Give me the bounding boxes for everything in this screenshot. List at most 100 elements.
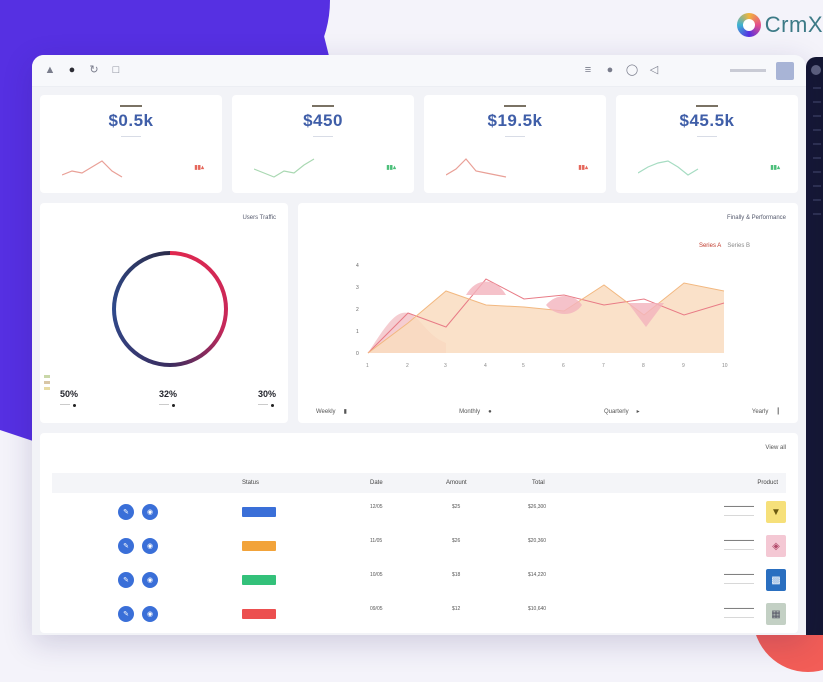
bell-icon[interactable]: ▲ [44, 64, 56, 76]
total-cell: $14,220 [528, 572, 547, 578]
stat-value: $45.5k [679, 111, 735, 130]
area-chart[interactable]: 0 1 2 3 4 1 2 3 4 5 [346, 255, 766, 385]
total-cell: $26,300 [528, 504, 547, 510]
stat-cards: $0.5k ———— ▮▮▴ $450 ———— ▮▮▴ $19.5k ————… [32, 87, 806, 193]
footer-stat[interactable]: Weekly ▮ [316, 408, 347, 416]
y-tick: 2 [356, 307, 359, 313]
stat-card[interactable]: $19.5k ———— ▮▮▴ [424, 95, 606, 193]
column-header[interactable]: Date [370, 480, 383, 486]
sidebar-item[interactable] [813, 157, 821, 159]
view-icon[interactable]: ◉ [142, 572, 158, 588]
legend-item: 30% —— [258, 389, 276, 408]
window-icon[interactable]: □ [112, 64, 120, 76]
brand: CrmX [736, 12, 823, 38]
top-bar: ▲ ● ↻ □ ≡ ● ◯ ◁ [32, 55, 806, 87]
x-tick: 6 [562, 363, 565, 369]
column-header[interactable]: Total [532, 480, 545, 486]
donut-chart[interactable] [112, 251, 228, 367]
trend-indicator: ▮▮▴ [194, 165, 204, 171]
x-tick: 3 [444, 363, 447, 369]
amount-cell: $18 [452, 572, 461, 578]
legend-label: —— [60, 402, 78, 408]
legend-series-a[interactable]: Series A [698, 243, 722, 249]
date-cell: 11/05 [370, 538, 383, 544]
user-profile-icon[interactable]: ● [68, 64, 76, 76]
legend-percent: 50% [60, 389, 79, 399]
y-tick: 0 [356, 351, 359, 357]
stat-label [696, 105, 718, 107]
stat-label [504, 105, 526, 107]
sidebar-item[interactable] [813, 129, 821, 131]
table-row[interactable]: ✎ ◉ 11/05 $26 $20,360 ————— —————— ◈ [52, 529, 786, 563]
legend-series-b[interactable]: Series B [727, 243, 750, 249]
edit-icon[interactable]: ✎ [118, 504, 134, 520]
chart-footer: Weekly ▮ Monthly ● Quarterly ▸ Yearly ┃ [316, 408, 780, 416]
view-icon[interactable]: ◉ [142, 538, 158, 554]
sidebar-item[interactable] [813, 185, 821, 187]
trend-indicator: ▮▮▴ [578, 165, 588, 171]
date-cell: 10/05 [370, 572, 383, 578]
footer-stat[interactable]: Quarterly ▸ [603, 408, 640, 416]
traffic-card: Users Traffic 50% —— 32% —— 30% —— [40, 203, 288, 423]
column-header[interactable]: Amount [446, 480, 467, 486]
stat-card[interactable]: $45.5k ———— ▮▮▴ [616, 95, 798, 193]
legend-percent: 30% [257, 389, 276, 399]
stat-card[interactable]: $0.5k ———— ▮▮▴ [40, 95, 222, 193]
chart-icon: ● [488, 408, 492, 415]
status-badge [242, 507, 276, 517]
legend-label: —— [159, 402, 177, 408]
chat-icon[interactable]: ◯ [625, 64, 639, 76]
sparkline [446, 158, 507, 178]
sidebar-item[interactable] [813, 115, 821, 117]
table-row[interactable]: ✎ ◉ 12/05 $25 $26,300 ————— —————— ▼ [52, 495, 786, 529]
stat-subtitle: ———— [313, 134, 333, 140]
sparkline [638, 160, 699, 176]
globe-icon[interactable]: ● [606, 64, 614, 76]
total-cell: $20,360 [528, 538, 547, 544]
sidebar-item[interactable] [813, 213, 821, 215]
sidebar-item[interactable] [813, 143, 821, 145]
stat-value: $19.5k [487, 111, 543, 130]
x-tick: 7 [602, 363, 605, 369]
sidebar-item[interactable] [813, 199, 821, 201]
bar-icon: ┃ [776, 409, 780, 415]
stat-card[interactable]: $450 ———— ▮▮▴ [232, 95, 414, 193]
table-row[interactable]: ✎ ◉ 09/05 $12 $10,640 ————— —————— ▦ [52, 597, 786, 631]
chart-legend: Series A Series B [699, 243, 750, 249]
table-row[interactable]: ✎ ◉ 10/05 $18 $14,220 ————— —————— ▩ [52, 563, 786, 597]
shield-icon: ◈ [766, 535, 786, 557]
image-icon: ▦ [766, 603, 786, 625]
menu-icon[interactable]: ≡ [584, 64, 592, 76]
sidebar-logo-icon[interactable] [811, 65, 821, 75]
performance-chart-card: Finally & Performance Series A Series B … [298, 203, 798, 423]
sidebar-item[interactable] [813, 101, 821, 103]
product-cell: ————— —————— [724, 606, 754, 621]
sidebar-item[interactable] [813, 87, 821, 89]
amount-cell: $26 [452, 538, 461, 544]
arrow-icon: ▸ [636, 409, 640, 415]
card-title: Finally & Performance [726, 215, 786, 221]
user-name[interactable] [730, 69, 766, 72]
product-cell: ————— —————— [724, 504, 754, 519]
sidebar-item[interactable] [813, 171, 821, 173]
avatar[interactable] [776, 61, 794, 80]
app-icon: ▩ [766, 569, 786, 591]
orders-table-card: View all Status Date Amount Total Produc… [40, 433, 798, 633]
refresh-icon[interactable]: ↻ [89, 64, 99, 76]
flag-icon[interactable]: ◁ [649, 64, 659, 76]
edit-icon[interactable]: ✎ [118, 606, 134, 622]
sidebar [806, 57, 823, 635]
footer-stat[interactable]: Yearly ┃ [751, 408, 780, 416]
edit-icon[interactable]: ✎ [118, 572, 134, 588]
x-tick: 10 [722, 363, 728, 369]
edit-icon[interactable]: ✎ [118, 538, 134, 554]
view-icon[interactable]: ◉ [142, 504, 158, 520]
footer-stat[interactable]: Monthly ● [459, 408, 492, 415]
view-icon[interactable]: ◉ [142, 606, 158, 622]
sparkline [62, 160, 123, 178]
column-header[interactable]: Product [757, 480, 778, 486]
view-all-link[interactable]: View all [765, 445, 786, 451]
column-header[interactable]: Status [242, 480, 260, 486]
stat-value: $450 [303, 111, 343, 130]
total-cell: $10,640 [528, 606, 547, 612]
